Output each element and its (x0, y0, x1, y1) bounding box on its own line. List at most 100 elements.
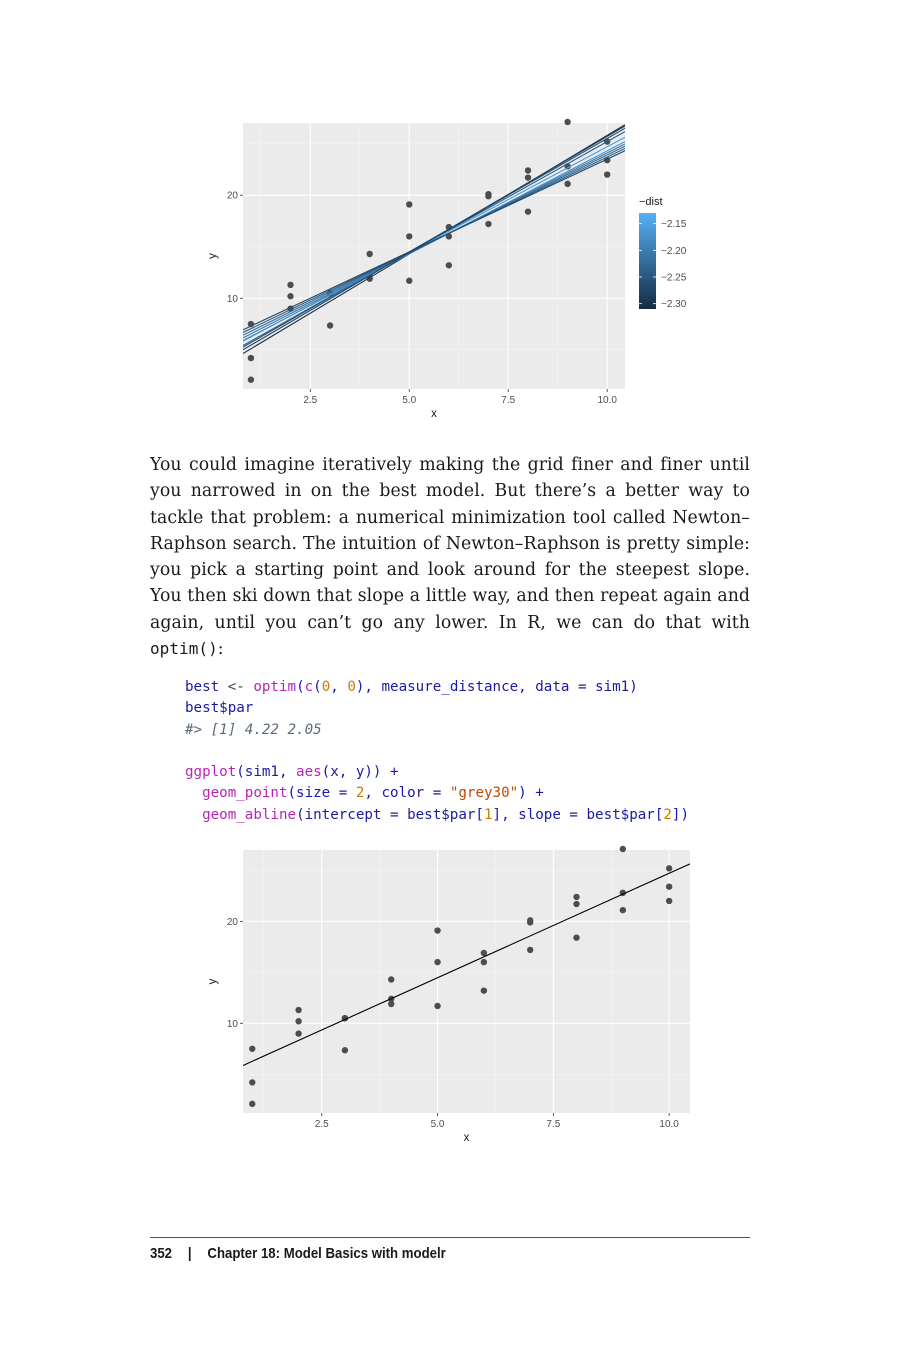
model-line (243, 131, 625, 346)
chart-1: 2.5 5.0 7.5 10.0 10 20 x y −dist −2.15 −2.20 −2.25 −… (207, 118, 687, 420)
data-point (295, 1006, 302, 1014)
y-tick-label: 20 (227, 191, 239, 202)
footer-separator: | (187, 1245, 192, 1262)
code-token: c (304, 679, 314, 695)
model-line (243, 150, 625, 331)
x-tick-label: 2.5 (315, 1119, 329, 1130)
chapter-title: Chapter 18: Model Basics with modelr (207, 1245, 446, 1262)
code-token: ), measure_distance, data = sim1) (355, 679, 638, 695)
data-point (526, 946, 534, 954)
plot-panel (243, 123, 625, 389)
x-tick-label: 7.5 (546, 1119, 560, 1130)
data-point (388, 1000, 395, 1008)
code-token: optim (253, 679, 297, 695)
data-point (434, 927, 441, 934)
data-point (366, 250, 373, 258)
y-axis-title: y (207, 978, 219, 984)
data-point (564, 118, 571, 126)
data-point (526, 919, 534, 926)
data-point (445, 262, 453, 269)
data-point (295, 1030, 302, 1037)
data-point (445, 233, 453, 240)
data-point (249, 1045, 256, 1052)
paragraph-tail: : (217, 639, 224, 660)
model-line (243, 125, 625, 351)
data-point (295, 1018, 302, 1025)
data-point (665, 883, 673, 890)
data-point (480, 987, 488, 994)
data-point (249, 1100, 256, 1108)
page-number: 352 (150, 1245, 173, 1262)
x-tick-label: 5.0 (431, 1119, 445, 1130)
body-paragraph: You could imagine iteratively making the… (150, 452, 750, 662)
legend-label: −2.20 (661, 246, 687, 257)
data-point (665, 865, 673, 872)
data-point (326, 322, 334, 329)
code-token: 0 (321, 679, 331, 695)
x-axis-title: x (431, 408, 437, 420)
data-point (406, 277, 413, 284)
code-token: 2 (355, 785, 365, 802)
data-point (524, 208, 532, 215)
x-tick-label: 7.5 (501, 395, 515, 406)
data-point (619, 845, 627, 853)
data-point (247, 354, 255, 362)
footer-rule (150, 1237, 750, 1238)
fit-lines (243, 124, 625, 355)
model-line (243, 863, 690, 1066)
code-token: geom_point (202, 785, 288, 802)
data-point (485, 193, 492, 200)
data-point (573, 900, 580, 908)
code-token: "grey30" (449, 785, 519, 802)
data-point (573, 893, 580, 901)
code-token: (sim1, (236, 764, 297, 781)
code-token: <- (219, 679, 254, 695)
code-token: ( (313, 679, 322, 695)
fit-lines (243, 863, 690, 1066)
code-token: 2 (663, 806, 672, 823)
code-block: best <- optim(c(0, 0), measure_distance,… (185, 677, 689, 826)
inline-code: optim() (150, 639, 218, 659)
data-point (603, 171, 611, 178)
data-point (406, 233, 413, 240)
code-token: , (330, 679, 348, 695)
code-output: #> [1] 4.22 2.05 (185, 721, 322, 738)
data-point (524, 174, 532, 181)
data-point (665, 897, 673, 905)
legend-label: −2.30 (661, 299, 687, 310)
code-token: ( (296, 679, 305, 695)
code-token: (size = (287, 785, 356, 802)
code-token: ]) (671, 806, 690, 823)
code-token: 0 (347, 679, 356, 695)
data-point (287, 293, 294, 300)
code-token: aes (296, 764, 322, 781)
data-point (524, 167, 532, 174)
data-point (249, 1079, 256, 1086)
x-axis-title: x (464, 1132, 470, 1144)
legend-title: −dist (639, 196, 663, 208)
code-token: ) + (518, 785, 544, 802)
data-point (480, 949, 488, 957)
legend-colorbar (639, 213, 656, 309)
code-token: geom_abline (202, 806, 297, 823)
y-tick-label: 20 (227, 917, 239, 928)
y-tick-label: 10 (227, 294, 239, 305)
x-tick-label: 5.0 (402, 395, 416, 406)
plot-panel (243, 850, 690, 1113)
code-token: best$par (185, 700, 254, 717)
y-tick-label: 10 (227, 1019, 239, 1030)
data-point (247, 376, 255, 383)
data-point (619, 906, 627, 914)
data-point (573, 934, 580, 941)
y-axis-title: y (207, 253, 219, 259)
data-point (388, 976, 395, 983)
data-point (434, 1002, 441, 1010)
data-point (406, 201, 413, 208)
paragraph-text: You could imagine iteratively making the… (150, 455, 750, 633)
code-token: (intercept = best$par[ (296, 806, 484, 823)
data-point (485, 220, 492, 228)
data-point (564, 180, 571, 188)
data-point (480, 958, 488, 966)
code-token: ], slope = best$par[ (492, 806, 664, 823)
data-point (434, 958, 441, 966)
